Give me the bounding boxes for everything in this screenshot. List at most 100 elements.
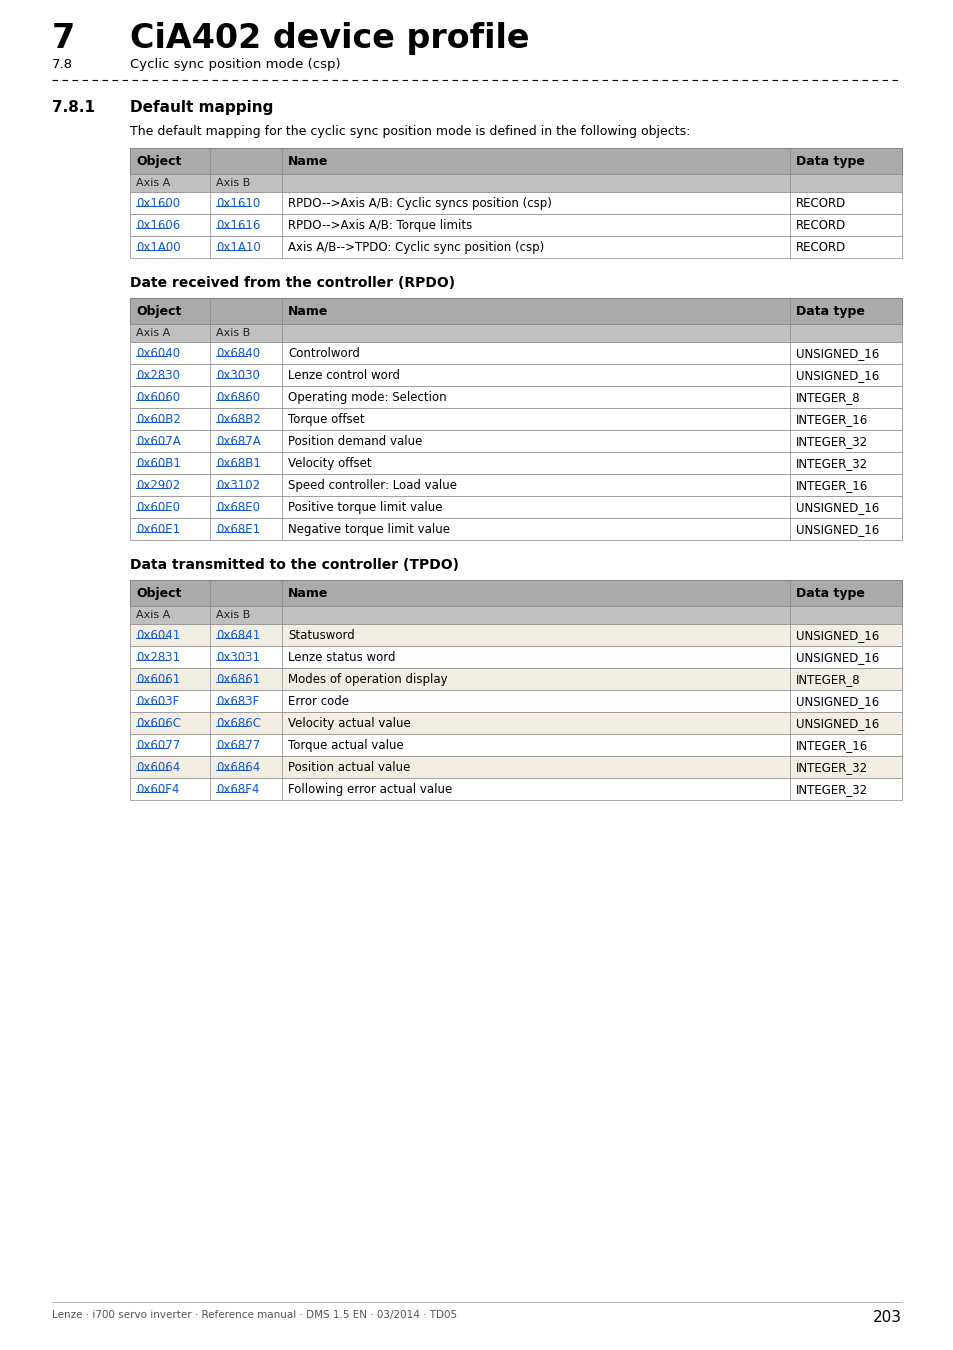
Text: Date received from the controller (RPDO): Date received from the controller (RPDO) [130,275,455,290]
Text: Torque offset: Torque offset [288,413,364,427]
Text: CiA402 device profile: CiA402 device profile [130,22,529,55]
Text: 0x6860: 0x6860 [215,392,260,404]
Text: Data type: Data type [795,305,864,319]
Text: 0x3031: 0x3031 [215,651,260,664]
Text: 0x68B2: 0x68B2 [215,413,260,427]
Text: Data type: Data type [795,587,864,599]
Text: Statusword: Statusword [288,629,355,643]
Text: Axis A/B-->TPDO: Cyclic sync position (csp): Axis A/B-->TPDO: Cyclic sync position (c… [288,242,543,254]
Text: Torque actual value: Torque actual value [288,738,403,752]
Bar [130,606,901,624]
Text: 0x60E0: 0x60E0 [136,501,180,514]
Text: 0x686C: 0x686C [215,717,261,730]
Bar [130,236,901,258]
Text: 0x6864: 0x6864 [215,761,260,774]
Text: 0x6041: 0x6041 [136,629,180,643]
Text: Modes of operation display: Modes of operation display [288,674,447,686]
Text: RPDO-->Axis A/B: Torque limits: RPDO-->Axis A/B: Torque limits [288,219,472,232]
Text: 0x6064: 0x6064 [136,761,180,774]
Bar [130,324,901,342]
Text: INTEGER_32: INTEGER_32 [795,761,867,774]
Text: UNSIGNED_16: UNSIGNED_16 [795,695,879,707]
Bar [130,647,901,668]
Bar [130,518,901,540]
Text: Negative torque limit value: Negative torque limit value [288,522,450,536]
Bar [130,431,901,452]
Bar [130,756,901,778]
Text: Lenze control word: Lenze control word [288,369,399,382]
Text: UNSIGNED_16: UNSIGNED_16 [795,347,879,360]
Text: UNSIGNED_16: UNSIGNED_16 [795,369,879,382]
Text: 0x1610: 0x1610 [215,197,260,211]
Text: Name: Name [288,587,328,599]
Text: 0x1600: 0x1600 [136,197,180,211]
Text: Error code: Error code [288,695,349,707]
Text: RECORD: RECORD [795,197,845,211]
Text: Speed controller: Load value: Speed controller: Load value [288,479,456,491]
Text: INTEGER_32: INTEGER_32 [795,458,867,470]
Text: 0x6840: 0x6840 [215,347,260,360]
Text: 203: 203 [872,1310,901,1324]
Bar [130,778,901,801]
Text: RECORD: RECORD [795,219,845,232]
Text: INTEGER_16: INTEGER_16 [795,479,867,491]
Text: 0x60F4: 0x60F4 [136,783,179,796]
Text: INTEGER_32: INTEGER_32 [795,435,867,448]
Text: INTEGER_8: INTEGER_8 [795,392,860,404]
Bar [130,474,901,495]
Bar [130,495,901,518]
Bar [130,690,901,711]
Text: 0x68B1: 0x68B1 [215,458,260,470]
Text: 0x6040: 0x6040 [136,347,180,360]
Bar [130,624,901,647]
Text: 7.8: 7.8 [52,58,73,72]
Text: Velocity actual value: Velocity actual value [288,717,411,730]
Text: Default mapping: Default mapping [130,100,274,115]
Text: Lenze status word: Lenze status word [288,651,395,664]
Text: UNSIGNED_16: UNSIGNED_16 [795,501,879,514]
Text: Axis A: Axis A [136,328,170,338]
Bar [130,452,901,474]
Text: 7.8.1: 7.8.1 [52,100,95,115]
Text: Data transmitted to the controller (TPDO): Data transmitted to the controller (TPDO… [130,558,458,572]
Text: 0x2830: 0x2830 [136,369,180,382]
Text: Velocity offset: Velocity offset [288,458,372,470]
Text: Name: Name [288,155,328,167]
Text: 0x6060: 0x6060 [136,392,180,404]
Text: 0x2902: 0x2902 [136,479,180,491]
Text: Object: Object [136,305,181,319]
Text: Axis A: Axis A [136,610,170,620]
Bar [130,148,901,174]
Text: Position actual value: Position actual value [288,761,410,774]
Text: 0x1A00: 0x1A00 [136,242,180,254]
Text: Axis B: Axis B [215,328,250,338]
Text: The default mapping for the cyclic sync position mode is defined in the followin: The default mapping for the cyclic sync … [130,126,690,138]
Text: Cyclic sync position mode (csp): Cyclic sync position mode (csp) [130,58,340,72]
Text: 0x6861: 0x6861 [215,674,260,686]
Text: 0x2831: 0x2831 [136,651,180,664]
Text: 0x606C: 0x606C [136,717,181,730]
Text: Position demand value: Position demand value [288,435,422,448]
Text: Axis B: Axis B [215,178,250,188]
Text: Controlword: Controlword [288,347,359,360]
Text: INTEGER_16: INTEGER_16 [795,413,867,427]
Text: 0x6877: 0x6877 [215,738,260,752]
Bar [130,734,901,756]
Bar [130,342,901,365]
Text: 0x68F4: 0x68F4 [215,783,259,796]
Bar [130,408,901,431]
Bar [130,174,901,192]
Text: 0x60E1: 0x60E1 [136,522,180,536]
Text: Operating mode: Selection: Operating mode: Selection [288,392,446,404]
Text: UNSIGNED_16: UNSIGNED_16 [795,522,879,536]
Bar [130,386,901,408]
Text: UNSIGNED_16: UNSIGNED_16 [795,717,879,730]
Text: RPDO-->Axis A/B: Cyclic syncs position (csp): RPDO-->Axis A/B: Cyclic syncs position (… [288,197,551,211]
Text: 0x683F: 0x683F [215,695,259,707]
Text: INTEGER_16: INTEGER_16 [795,738,867,752]
Text: 0x607A: 0x607A [136,435,180,448]
Text: Positive torque limit value: Positive torque limit value [288,501,442,514]
Bar [130,192,901,215]
Text: RECORD: RECORD [795,242,845,254]
Text: Axis B: Axis B [215,610,250,620]
